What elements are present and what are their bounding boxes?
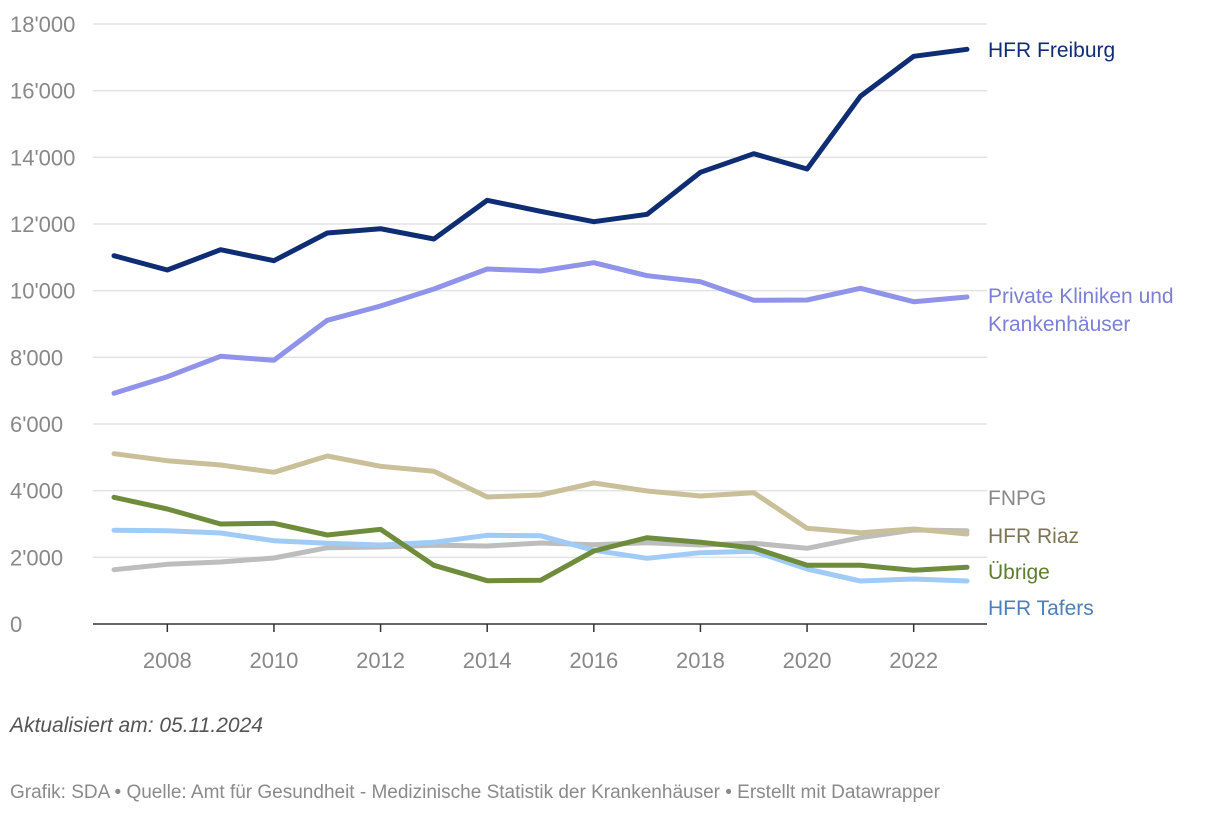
series-label: FNPG [988, 487, 1046, 510]
x-tick-label: 2010 [249, 648, 298, 673]
series-labels: HFR Freiburg Private Kliniken und Krankenh… [988, 39, 1174, 620]
y-tick-label: 12'000 [10, 212, 75, 237]
series-line-private-kliniken-und-krankenh-user [111, 260, 970, 396]
series-label-line: FNPG [988, 487, 1046, 510]
x-tick-label: 2020 [783, 648, 832, 673]
y-tick-label: 14'000 [10, 145, 75, 170]
series-label: Übrige [988, 561, 1050, 584]
updated-note: Aktualisiert am: 05.11.2024 [10, 714, 263, 737]
series-label-line: HFR Riaz [988, 525, 1079, 548]
x-tick-label: 2018 [676, 648, 725, 673]
y-tick-label: 0 [10, 612, 22, 637]
series-label-line: HFR Freiburg [988, 39, 1115, 62]
x-axis: 2008 2010 2012 2014 2016 2018 2020 2022 [93, 623, 987, 673]
source-footer: Grafik: SDA • Quelle: Amt für Gesundheit… [10, 782, 940, 803]
x-tick-label: 2022 [889, 648, 938, 673]
series-line--brige [111, 494, 970, 584]
series-label: HFR Riaz [988, 525, 1079, 548]
line-chart: 0 2'000 4'000 6'000 8'000 10'000 12'000 14'000 1… [10, 12, 1174, 673]
series-line-hfr-tafers [111, 527, 970, 584]
series-label-line: Krankenhäuser [988, 313, 1130, 336]
series-label: HFR Tafers [988, 597, 1094, 620]
series-line-fnpg [111, 527, 970, 573]
y-tick-label: 18'000 [10, 12, 75, 37]
x-tick-label: 2008 [143, 648, 192, 673]
series-lines [111, 46, 970, 584]
y-tick-label: 16'000 [10, 79, 75, 104]
series-line-hfr-freiburg [111, 46, 970, 273]
series-label: HFR Freiburg [988, 39, 1115, 62]
x-tick-label: 2016 [569, 648, 618, 673]
series-label: Private Kliniken und Krankenhäuser [988, 285, 1174, 336]
y-tick-label: 6'000 [10, 412, 63, 437]
x-tick-label: 2012 [356, 648, 405, 673]
y-tick-label: 8'000 [10, 345, 63, 370]
y-tick-label: 4'000 [10, 479, 63, 504]
y-tick-label: 10'000 [10, 279, 75, 304]
y-tick-label: 2'000 [10, 545, 63, 570]
series-line-hfr-riaz [111, 451, 970, 537]
series-label-line: Private Kliniken und [988, 285, 1174, 308]
x-tick-label: 2014 [463, 648, 512, 673]
y-axis-ticks: 0 2'000 4'000 6'000 8'000 10'000 12'000 14'000 1… [10, 12, 75, 637]
series-label-line: HFR Tafers [988, 597, 1094, 620]
series-label-line: Übrige [988, 561, 1050, 584]
